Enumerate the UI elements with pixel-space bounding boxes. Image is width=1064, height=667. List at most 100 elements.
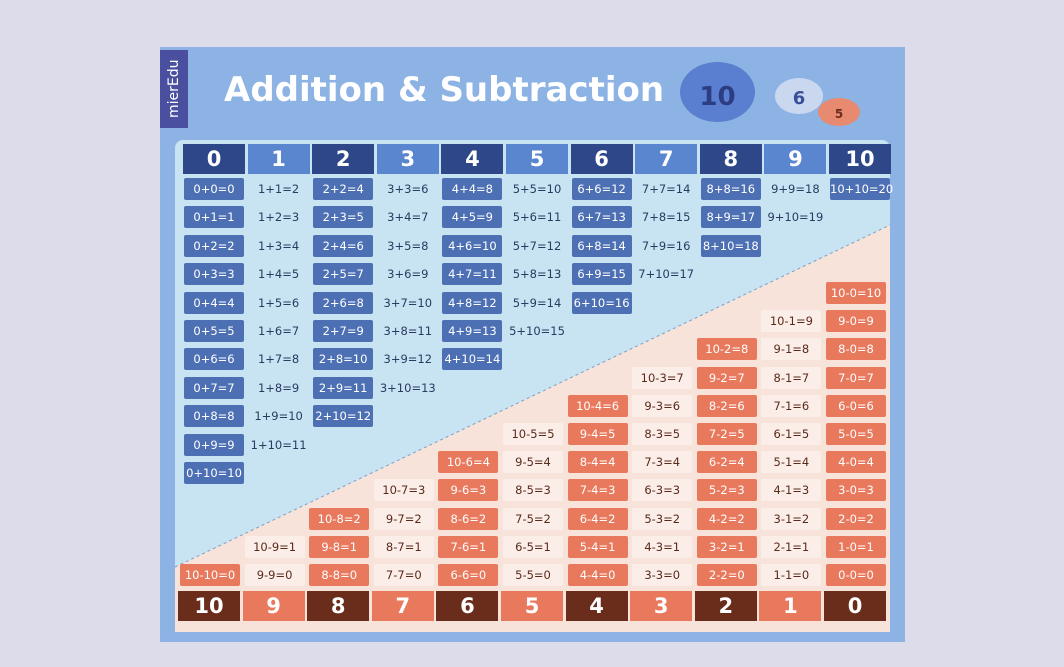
addition-fact: 5+5=10: [512, 182, 562, 196]
addition-fact: 1+9=10: [254, 409, 303, 424]
addition-fact: 0+8=8: [184, 405, 244, 428]
addition-fact: 1+4=5: [257, 267, 300, 282]
addition-header: 1: [247, 144, 310, 174]
subtraction-fact: 5-0=5: [826, 423, 886, 445]
subtraction-fact: 2-1=1: [761, 535, 822, 558]
addition-header: 5: [506, 144, 568, 174]
subtraction-header: 5: [501, 591, 563, 621]
subtraction-fact: 5-3=2: [632, 507, 693, 530]
addition-fact: 7+9=16: [641, 238, 691, 253]
addition-fact: 3+8=11: [383, 324, 433, 338]
addition-fact: 9+10=19: [767, 210, 824, 225]
subtraction-fact: 10-0=10: [826, 282, 886, 304]
addition-fact: 0+1=1: [184, 206, 244, 229]
addition-header: 10: [829, 144, 891, 174]
addition-fact: 8+8=16: [700, 178, 761, 200]
addition-fact: 9+9=18: [771, 182, 820, 196]
addition-fact: 6+7=13: [571, 206, 632, 229]
subtraction-fact: 3-2=1: [696, 535, 757, 558]
subtraction-fact: 7-3=4: [632, 451, 693, 474]
subtraction-fact: 9-6=3: [438, 479, 499, 502]
subtraction-fact: 9-0=9: [826, 310, 886, 333]
subtraction-fact: 4-1=3: [761, 479, 822, 502]
addition-header: 7: [635, 144, 698, 174]
subtraction-fact: 5-4=1: [567, 535, 628, 558]
subtraction-fact: 10-6=4: [438, 451, 499, 474]
addition-fact: 1+2=3: [257, 210, 300, 225]
subtraction-fact: 7-2=5: [696, 423, 757, 445]
subtraction-fact: 7-0=7: [826, 366, 886, 389]
subtraction-fact: 2-2=0: [696, 564, 757, 586]
addition-fact: 5+8=13: [512, 267, 562, 282]
addition-fact: 4+7=11: [442, 263, 503, 286]
addition-fact: 8+9=17: [700, 206, 761, 229]
addition-fact: 6+9=15: [571, 263, 632, 286]
subtraction-fact: 4-3=1: [632, 535, 693, 558]
subtraction-header: 3: [630, 591, 693, 621]
addition-fact: 4+4=8: [442, 178, 503, 200]
addition-fact: 5+10=15: [509, 324, 565, 338]
addition-fact: 4+9=13: [442, 320, 503, 342]
subtraction-fact: 3-0=3: [826, 479, 886, 502]
cloud: 5: [818, 98, 860, 126]
subtraction-fact: 10-3=7: [632, 366, 693, 389]
addition-fact: 3+7=10: [383, 295, 433, 310]
subtraction-fact: 10-10=0: [180, 564, 240, 586]
addition-fact: 7+10=17: [638, 267, 695, 282]
subtraction-header: 1: [759, 591, 822, 621]
subtraction-fact: 0-0=0: [826, 564, 886, 586]
subtraction-fact: 9-8=1: [309, 535, 370, 558]
addition-fact: 1+1=2: [257, 182, 300, 196]
addition-fact: 4+5=9: [442, 206, 503, 229]
addition-fact: 0+10=10: [184, 462, 244, 484]
subtraction-fact: 10-5=5: [503, 423, 563, 445]
subtraction-fact: 6-3=3: [632, 479, 693, 502]
subtraction-fact: 7-1=6: [761, 394, 822, 417]
addition-header: 4: [441, 144, 504, 174]
subtraction-fact: 6-1=5: [761, 423, 822, 445]
subtraction-fact: 10-7=3: [373, 479, 434, 502]
subtraction-fact: 4-0=4: [826, 451, 886, 474]
subtraction-fact: 9-5=4: [503, 451, 563, 474]
subtraction-fact: 9-1=8: [761, 338, 822, 361]
subtraction-fact: 9-2=7: [696, 366, 757, 389]
subtraction-fact: 8-5=3: [503, 479, 563, 502]
subtraction-fact: 9-3=6: [632, 394, 693, 417]
addition-fact: 2+8=10: [313, 348, 374, 371]
subtraction-header: 9: [242, 591, 305, 621]
subtraction-fact: 3-3=0: [632, 564, 693, 586]
cloud: 10: [680, 62, 755, 122]
addition-fact: 5+9=14: [512, 295, 562, 310]
subtraction-fact: 6-6=0: [438, 564, 499, 586]
addition-fact: 0+3=3: [184, 263, 244, 286]
subtraction-header: 4: [565, 591, 628, 621]
subtraction-header: 6: [436, 591, 499, 621]
addition-header: 8: [699, 144, 762, 174]
addition-fact: 2+6=8: [313, 291, 374, 314]
addition-fact: 3+4=7: [387, 210, 429, 225]
addition-fact: 7+7=14: [641, 182, 691, 196]
subtraction-fact: 2-0=2: [826, 507, 886, 530]
addition-fact: 0+9=9: [184, 433, 244, 456]
addition-header: 2: [312, 144, 375, 174]
addition-fact: 3+10=13: [379, 380, 436, 395]
subtraction-header: 8: [307, 591, 370, 621]
addition-fact: 3+6=9: [387, 267, 429, 282]
addition-fact: 1+8=9: [257, 380, 300, 395]
subtraction-fact: 4-2=2: [696, 507, 757, 530]
addition-fact: 4+8=12: [442, 291, 503, 314]
subtraction-fact: 7-7=0: [373, 564, 434, 586]
addition-header: 3: [376, 144, 439, 174]
addition-fact: 2+10=12: [313, 405, 374, 428]
addition-header: 9: [764, 144, 827, 174]
subtraction-fact: 8-8=0: [309, 564, 370, 586]
addition-fact: 5+6=11: [512, 210, 562, 225]
subtraction-fact: 8-2=6: [696, 394, 757, 417]
addition-fact: 3+5=8: [387, 238, 429, 253]
subtraction-fact: 4-4=0: [567, 564, 628, 586]
addition-fact: 3+9=12: [383, 352, 433, 367]
subtraction-fact: 10-1=9: [761, 310, 822, 333]
addition-header: 0: [183, 144, 245, 174]
subtraction-fact: 5-1=4: [761, 451, 822, 474]
subtraction-fact: 1-0=1: [826, 535, 886, 558]
